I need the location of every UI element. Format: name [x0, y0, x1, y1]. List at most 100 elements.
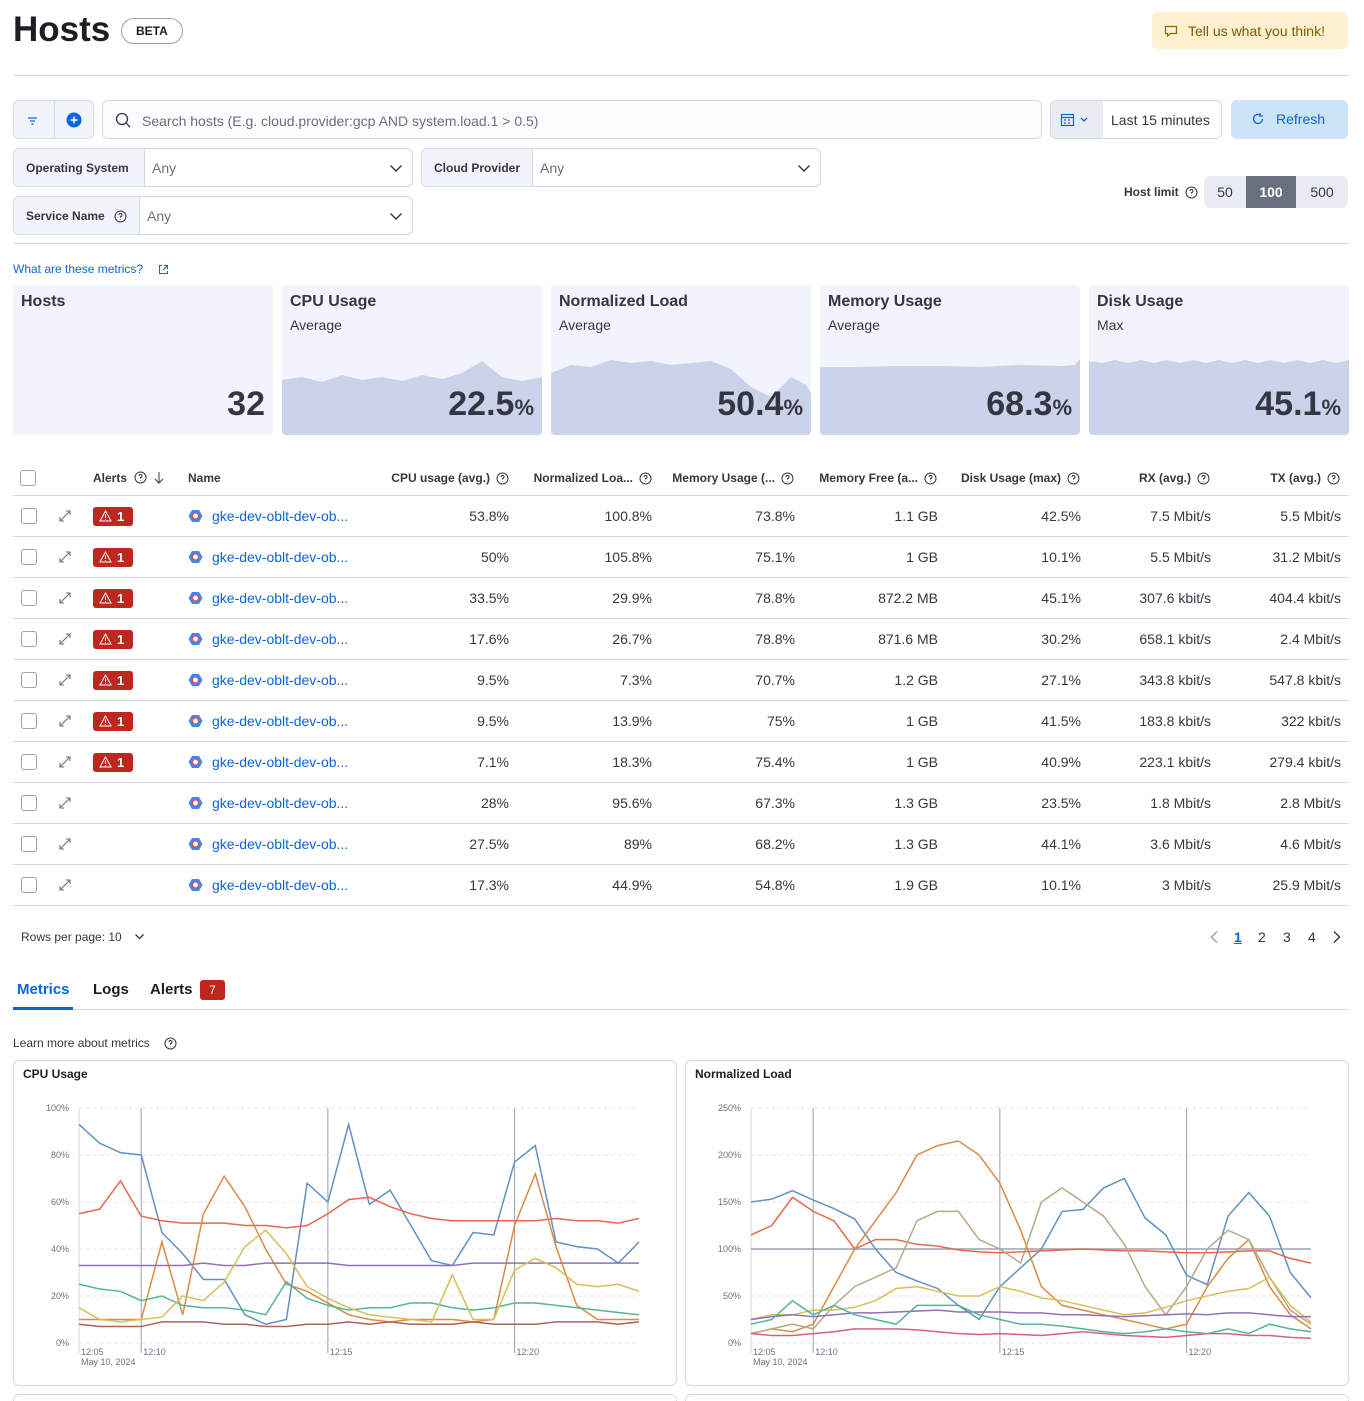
expand-icon[interactable]: [57, 631, 73, 647]
tab[interactable]: Alerts: [150, 981, 193, 998]
select-all-checkbox[interactable]: [20, 470, 36, 486]
page-number[interactable]: 1: [1234, 929, 1242, 945]
host-limit-option[interactable]: 100: [1246, 176, 1296, 208]
row-checkbox[interactable]: [21, 754, 37, 770]
expand-icon[interactable]: [57, 549, 73, 565]
kpi-value-wrap: 32: [227, 385, 265, 424]
tab[interactable]: Metrics: [17, 981, 70, 998]
column-header[interactable]: Memory Free (a...: [819, 471, 918, 485]
table-cell: 89%: [623, 836, 652, 852]
row-checkbox[interactable]: [21, 877, 37, 893]
host-name-link[interactable]: gke-dev-oblt-dev-ob...: [212, 590, 349, 606]
host-name-link[interactable]: gke-dev-oblt-dev-ob...: [212, 631, 349, 647]
expand-icon[interactable]: [57, 713, 73, 729]
help-circle: [496, 472, 509, 485]
expand-icon[interactable]: [57, 590, 73, 606]
expand-icon[interactable]: [57, 836, 73, 852]
series-line: [750, 1309, 1311, 1321]
warning-icon: [99, 633, 112, 645]
help-circle: [1067, 472, 1080, 485]
next-page[interactable]: [1331, 930, 1343, 944]
row-checkbox[interactable]: [21, 549, 37, 565]
page-number[interactable]: 2: [1258, 929, 1266, 945]
tab[interactable]: Logs: [93, 981, 129, 998]
expand-icon[interactable]: [57, 508, 73, 524]
feedback-button[interactable]: Tell us what you think!: [1152, 12, 1348, 49]
page-number[interactable]: 3: [1283, 929, 1291, 945]
host-name-link[interactable]: gke-dev-oblt-dev-ob...: [212, 754, 349, 770]
prev-page[interactable]: [1208, 930, 1220, 944]
chevron-path: [390, 165, 402, 172]
host-name-link[interactable]: gke-dev-oblt-dev-ob...: [212, 672, 349, 688]
host-name-link[interactable]: gke-dev-oblt-dev-ob...: [212, 713, 349, 729]
filter-label-box: Service Name: [14, 197, 140, 234]
host-name-link[interactable]: gke-dev-oblt-dev-ob...: [212, 877, 349, 893]
column-header[interactable]: CPU usage (avg.): [391, 471, 490, 485]
row-checkbox[interactable]: [21, 795, 37, 811]
sparkline-area: [820, 359, 1080, 435]
column-header[interactable]: RX (avg.): [1138, 471, 1191, 485]
calendar-icon: [1060, 113, 1088, 127]
kpi-subtitle: Average: [290, 317, 342, 333]
provider-core: [192, 840, 199, 848]
search-bar[interactable]: Search hosts (E.g. cloud.provider:gcp AN…: [102, 100, 1042, 139]
expand-path: [59, 592, 71, 604]
page-number[interactable]: 4: [1308, 929, 1316, 945]
host-name-link[interactable]: gke-dev-oblt-dev-ob...: [212, 836, 349, 852]
kpi-title: Hosts: [21, 293, 66, 310]
metrics-link[interactable]: What are these metrics?: [13, 262, 144, 276]
table-cell: 68.2%: [755, 836, 795, 852]
table-cell: 75%: [766, 713, 795, 729]
table-cell: 100.8%: [604, 508, 652, 524]
filter-control[interactable]: Operating System Any: [13, 148, 413, 187]
date-quick-menu[interactable]: [1051, 101, 1103, 138]
filter-buttons: [13, 100, 94, 139]
column-header[interactable]: Memory Usage (...: [672, 471, 775, 485]
expand-icon[interactable]: [57, 672, 73, 688]
row-checkbox[interactable]: [21, 590, 37, 606]
column-header[interactable]: Disk Usage (max): [960, 471, 1061, 485]
column-header[interactable]: Normalized Loa...: [533, 471, 633, 485]
help-mark: [643, 475, 648, 482]
date-picker[interactable]: Last 15 minutes: [1050, 100, 1222, 139]
rows-per-page[interactable]: Rows per page: 10: [21, 930, 122, 944]
column-header[interactable]: TX (avg.): [1270, 471, 1321, 485]
row-checkbox[interactable]: [21, 631, 37, 647]
filter-label: Cloud Provider: [434, 161, 521, 175]
sparkline: [551, 360, 811, 435]
host-name-link[interactable]: gke-dev-oblt-dev-ob...: [212, 549, 349, 565]
kpi-value: 22.5: [448, 385, 515, 423]
help-mark: [928, 475, 933, 482]
expand-icon[interactable]: [57, 877, 73, 893]
column-header[interactable]: Name: [188, 471, 221, 485]
kpi-value: 32: [227, 385, 265, 423]
chevron-path: [390, 213, 402, 220]
filter-control[interactable]: Cloud Provider Any: [421, 148, 821, 187]
table-cell: 3.6 Mbit/s: [1150, 836, 1211, 852]
column-header[interactable]: Alerts: [93, 471, 128, 485]
table-cell: 73.8%: [755, 508, 795, 524]
refresh-button[interactable]: Refresh: [1231, 100, 1348, 139]
help-circle: [639, 472, 652, 485]
warning-path: [99, 715, 112, 727]
kpi-unit: %: [1052, 395, 1072, 420]
filter-icon[interactable]: [26, 115, 40, 127]
host-limit-option[interactable]: 500: [1310, 184, 1334, 200]
host-name-link[interactable]: gke-dev-oblt-dev-ob...: [212, 795, 349, 811]
expand-icon[interactable]: [57, 795, 73, 811]
filter-control[interactable]: Service Name Any: [13, 196, 413, 235]
row-checkbox[interactable]: [21, 508, 37, 524]
host-limit-option[interactable]: 50: [1217, 184, 1233, 200]
row-checkbox[interactable]: [21, 836, 37, 852]
provider-icon: [188, 551, 203, 563]
table-cell: 54.8%: [755, 877, 795, 893]
table-cell: 75.4%: [755, 754, 795, 770]
help-icon: [924, 472, 937, 485]
row-checkbox[interactable]: [21, 713, 37, 729]
expand-icon[interactable]: [57, 754, 73, 770]
row-checkbox[interactable]: [21, 672, 37, 688]
host-name-link[interactable]: gke-dev-oblt-dev-ob...: [212, 508, 349, 524]
add-filter-icon[interactable]: [66, 112, 82, 128]
learn-more[interactable]: Learn more about metrics: [13, 1036, 150, 1050]
